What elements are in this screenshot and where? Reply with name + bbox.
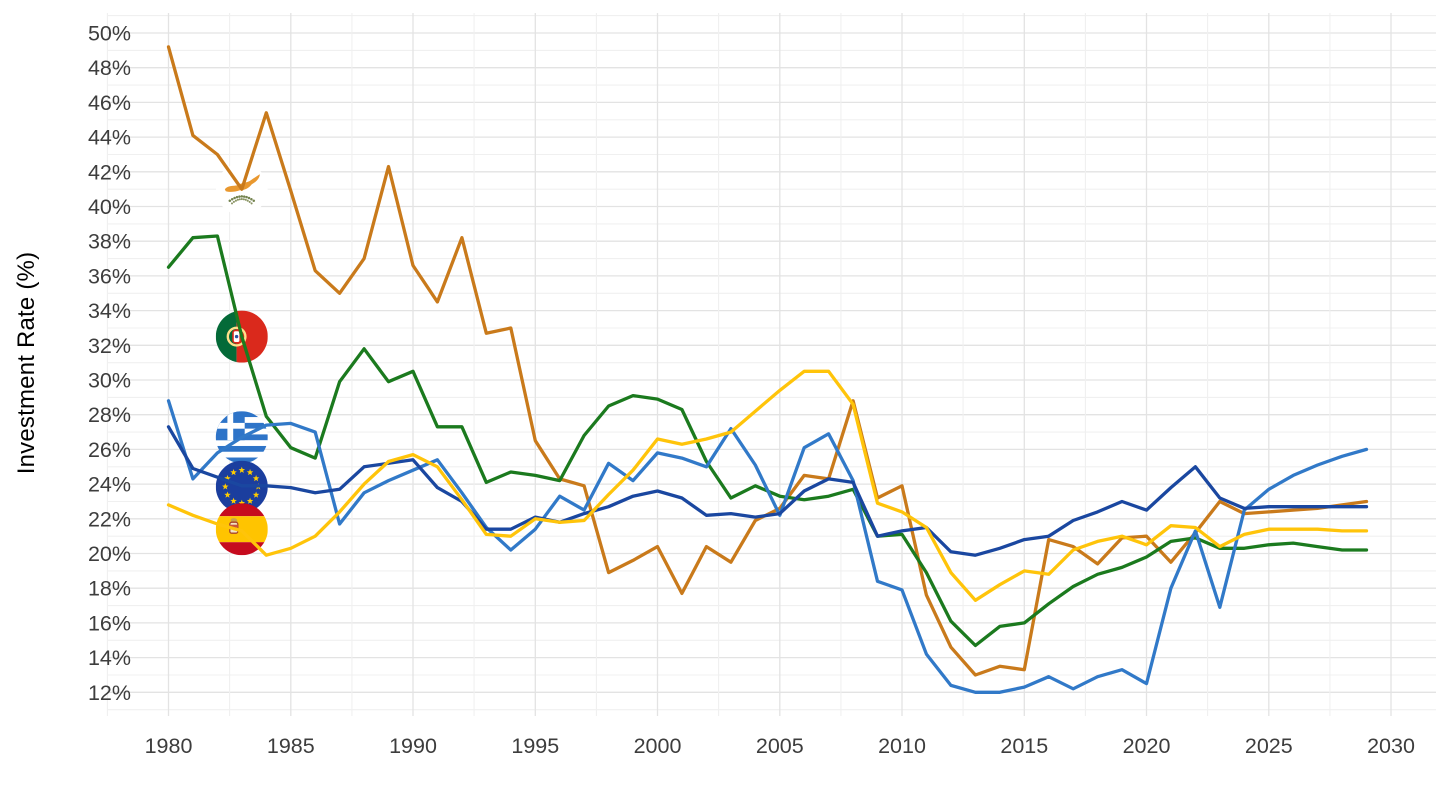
x-tick-label: 2015 [1000,734,1048,758]
y-tick-label: 36% [88,264,131,288]
y-tick-label: 42% [88,160,131,184]
greece-line [166,399,1369,694]
y-tick-label: 18% [88,577,131,601]
y-tick-label: 48% [88,56,131,80]
spain-line [166,369,1369,602]
y-axis-tick-labels: 12% 14% 16% 18% 20% 22% 24% 26% 28% 30% 32% 34% 36% 3… [88,22,131,705]
y-tick-label: 24% [88,473,131,497]
x-tick-label: 2025 [1245,734,1293,758]
y-tick-label: 28% [88,403,131,427]
series-lines [166,45,1369,694]
x-axis-tick-labels: 1980 1985 1990 1995 2000 2005 2010 2015 2020 2025… [145,734,1415,758]
x-tick-label: 2010 [878,734,926,758]
x-tick-label: 1995 [511,734,559,758]
european-union-line [166,425,1369,557]
y-tick-label: 16% [88,611,131,635]
y-tick-label: 20% [88,542,131,566]
y-tick-label: 14% [88,646,131,670]
gridlines [106,13,1436,716]
portugal-line [166,234,1369,648]
y-tick-label: 50% [88,22,131,46]
x-tick-label: 2030 [1367,734,1415,758]
y-tick-label: 44% [88,126,131,150]
cyprus-line [166,45,1369,677]
y-tick-label: 12% [88,681,131,705]
x-tick-label: 2020 [1123,734,1171,758]
y-tick-label: 32% [88,334,131,358]
y-tick-label: 22% [88,507,131,531]
x-tick-label: 1985 [267,734,315,758]
y-tick-label: 46% [88,91,131,115]
y-tick-label: 30% [88,369,131,393]
x-tick-label: 2000 [634,734,682,758]
x-tick-label: 2005 [756,734,804,758]
flag-markers [215,163,268,556]
y-tick-label: 40% [88,195,131,219]
x-tick-label: 1980 [145,734,193,758]
y-tick-label: 38% [88,230,131,254]
y-tick-label: 34% [88,299,131,323]
x-tick-label: 1990 [389,734,437,758]
y-tick-label: 26% [88,438,131,462]
